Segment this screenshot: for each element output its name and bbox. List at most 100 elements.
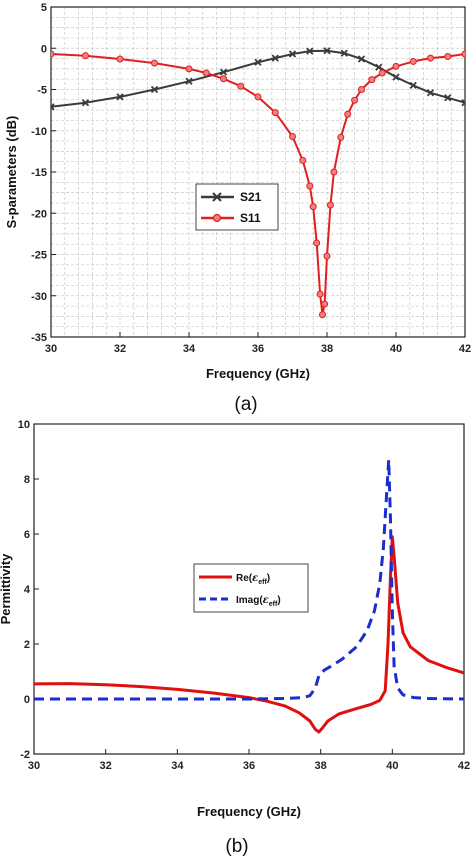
data-point xyxy=(323,47,331,55)
y-tick-label: 5 xyxy=(41,2,47,14)
data-point xyxy=(337,133,345,141)
y-tick-label: 10 xyxy=(18,419,30,431)
x-tick-label: 42 xyxy=(459,343,471,355)
data-point xyxy=(340,49,348,57)
y-tick-label: 0 xyxy=(24,694,30,706)
data-point xyxy=(151,59,158,67)
series-1 xyxy=(34,458,464,701)
series-0 xyxy=(51,47,465,111)
data-point xyxy=(358,86,365,93)
data-point xyxy=(409,81,417,90)
data-point xyxy=(116,55,124,63)
data-point xyxy=(289,133,296,141)
y-tick-label: 4 xyxy=(24,584,31,596)
chart-permittivity: 30 32 34 36 38 40 42 -2 0 2 4 6 8 10 Frequency (GHz) Pe… xyxy=(0,419,470,857)
legend-label: S21 xyxy=(240,190,262,204)
data-point xyxy=(444,53,452,60)
y-tick-label: 0 xyxy=(41,43,47,55)
x-axis-label: Frequency (GHz) xyxy=(206,366,310,381)
x-tick-label: 30 xyxy=(45,343,57,355)
data-point xyxy=(316,290,324,298)
x-axis-label: Frequency (GHz) xyxy=(197,804,301,819)
data-point xyxy=(51,50,55,58)
legend-label: Re(εeff) xyxy=(236,573,270,586)
data-point xyxy=(427,54,434,62)
legend-box xyxy=(193,563,309,613)
data-point xyxy=(254,58,262,66)
data-point xyxy=(319,311,327,319)
legend: Re(εeff) Imag(εeff) xyxy=(193,563,309,613)
y-axis-label: S-parameters (dB) xyxy=(4,116,19,229)
data-point xyxy=(409,57,417,65)
legend-marker xyxy=(212,213,222,223)
data-point xyxy=(306,47,314,55)
data-point xyxy=(254,93,262,101)
data-point xyxy=(82,52,89,60)
y-tick-label: -15 xyxy=(31,167,47,179)
data-point xyxy=(185,65,193,73)
x-tick-label: 34 xyxy=(171,760,184,772)
data-point xyxy=(185,77,193,85)
y-tick-label: -20 xyxy=(31,208,47,220)
x-tick-label: 32 xyxy=(100,760,112,772)
legend-label: Imag(εeff) xyxy=(236,595,281,608)
data-point xyxy=(461,50,465,58)
data-point xyxy=(150,85,159,94)
data-point xyxy=(357,55,366,63)
y-tick-label: 8 xyxy=(24,474,30,486)
data-point xyxy=(219,68,228,76)
data-point xyxy=(444,94,452,102)
series-1 xyxy=(51,50,465,319)
y-tick-label: -25 xyxy=(31,250,47,262)
legend-box xyxy=(195,183,279,231)
legend: S21 S11 xyxy=(195,183,279,231)
x-tick-label: 38 xyxy=(315,760,327,772)
x-tick-label: 38 xyxy=(321,343,333,355)
x-tick-label: 34 xyxy=(183,343,196,355)
x-tick-label: 36 xyxy=(252,343,264,355)
series-line xyxy=(34,458,464,701)
y-tick-label: -2 xyxy=(20,749,30,761)
y-tick-label: 6 xyxy=(24,529,30,541)
y-axis-label: Permittivity xyxy=(0,553,13,625)
data-point xyxy=(220,75,227,83)
data-point xyxy=(116,93,124,101)
data-point xyxy=(323,252,331,260)
x-tick-label: 42 xyxy=(458,760,470,772)
data-point xyxy=(306,182,314,190)
data-point xyxy=(426,89,435,97)
data-point xyxy=(313,239,321,247)
y-tick-label: -30 xyxy=(31,291,47,303)
data-point xyxy=(309,203,317,211)
chart-s-parameters: 30 32 34 36 38 40 42 -35 -30 -25 -20 -15 -10 -5 0 5 Freq… xyxy=(4,2,471,415)
x-tick-label: 36 xyxy=(243,760,255,772)
data-point xyxy=(237,82,245,90)
legend-label: S11 xyxy=(240,211,261,225)
panel-label: (b) xyxy=(225,836,248,857)
data-point xyxy=(368,76,376,84)
data-point xyxy=(392,73,400,81)
x-tick-label: 30 xyxy=(28,760,40,772)
data-point xyxy=(351,96,359,104)
data-point xyxy=(461,99,465,107)
data-point xyxy=(271,54,279,62)
data-point xyxy=(299,156,307,164)
grid xyxy=(50,6,466,338)
data-point xyxy=(288,50,297,58)
y-tick-label: -35 xyxy=(31,332,47,344)
legend-marker xyxy=(212,192,222,202)
x-tick-label: 40 xyxy=(390,343,402,355)
data-point xyxy=(375,63,383,71)
data-point xyxy=(202,69,210,77)
y-tick-label: -10 xyxy=(31,126,47,138)
data-point xyxy=(51,103,55,111)
data-point xyxy=(378,69,386,77)
y-tick-label: 2 xyxy=(24,639,30,651)
y-tick-label: -5 xyxy=(37,85,47,97)
data-point xyxy=(81,99,90,107)
data-point xyxy=(344,110,352,118)
series-0 xyxy=(34,535,464,734)
x-tick-label: 40 xyxy=(386,760,398,772)
data-point xyxy=(321,300,329,308)
